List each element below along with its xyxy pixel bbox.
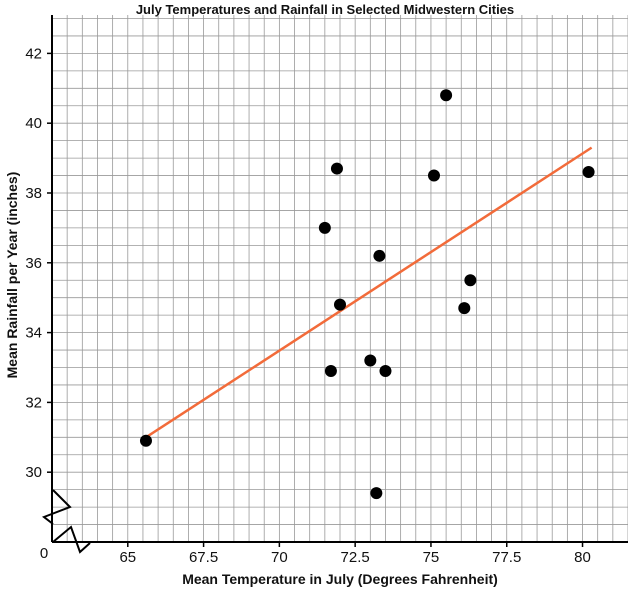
data-point <box>334 298 346 311</box>
data-point <box>379 364 392 377</box>
axes: 65 67.5 70 72.5 75 77.5 80 30 32 34 36 38 40 42 <box>25 15 628 566</box>
data-point <box>318 221 331 234</box>
data-point <box>582 166 595 179</box>
y-axis-break <box>41 489 72 525</box>
data-point <box>464 274 477 287</box>
x-axis-break <box>52 525 91 554</box>
x-tick-label: 67.5 <box>189 549 218 566</box>
data-point <box>440 89 453 102</box>
data-point <box>324 364 337 377</box>
y-tick-label: 34 <box>25 325 42 342</box>
trend-line <box>145 146 593 439</box>
grid <box>51 15 628 543</box>
y-tick-label: 40 <box>25 115 42 132</box>
y-tick-label: 30 <box>25 464 42 481</box>
data-point <box>364 354 377 367</box>
data-point <box>370 487 383 500</box>
data-point <box>139 434 152 447</box>
chart-title: July Temperatures and Rainfall in Select… <box>136 2 514 17</box>
x-axis-label: Mean Temperature in July (Degrees Fahren… <box>182 571 498 587</box>
data-point <box>373 249 386 262</box>
x-tick-label: 70 <box>271 549 288 566</box>
x-tick-label: 72.5 <box>341 549 370 566</box>
data-point <box>427 169 440 182</box>
y-tick-label: 42 <box>25 45 42 62</box>
y-tick-label: 36 <box>25 255 42 272</box>
x-tick-label: 75 <box>423 549 440 566</box>
data-point <box>330 162 343 175</box>
y-tick-label: 38 <box>25 185 42 202</box>
origin-label: 0 <box>40 545 48 562</box>
x-tick-label: 77.5 <box>492 549 521 566</box>
x-tick-label: 80 <box>574 549 591 566</box>
marks <box>139 89 595 500</box>
y-tick-label: 32 <box>25 394 42 411</box>
y-axis-label: Mean Rainfall per Year (inches) <box>4 172 20 379</box>
x-tick-label: 65 <box>119 549 136 566</box>
data-point <box>458 302 471 315</box>
